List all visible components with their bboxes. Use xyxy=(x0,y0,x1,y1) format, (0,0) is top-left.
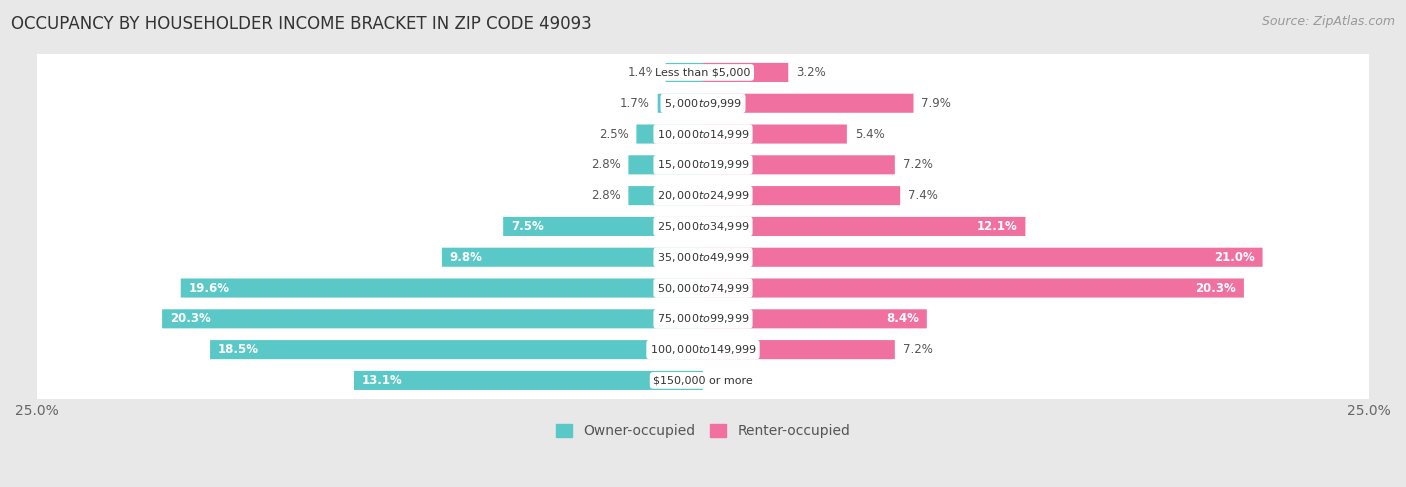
Text: 19.6%: 19.6% xyxy=(188,281,229,295)
Text: $5,000 to $9,999: $5,000 to $9,999 xyxy=(664,97,742,110)
FancyBboxPatch shape xyxy=(703,63,789,82)
FancyBboxPatch shape xyxy=(30,239,1376,276)
Text: $150,000 or more: $150,000 or more xyxy=(654,375,752,385)
FancyBboxPatch shape xyxy=(30,54,1376,91)
Text: 7.2%: 7.2% xyxy=(903,343,932,356)
FancyBboxPatch shape xyxy=(637,125,703,144)
FancyBboxPatch shape xyxy=(209,340,703,359)
FancyBboxPatch shape xyxy=(658,94,703,113)
Text: 2.5%: 2.5% xyxy=(599,128,628,141)
Text: 13.1%: 13.1% xyxy=(361,374,402,387)
Text: $10,000 to $14,999: $10,000 to $14,999 xyxy=(657,128,749,141)
FancyBboxPatch shape xyxy=(703,279,1244,298)
Text: 1.4%: 1.4% xyxy=(628,66,658,79)
Text: $75,000 to $99,999: $75,000 to $99,999 xyxy=(657,312,749,325)
Text: 7.4%: 7.4% xyxy=(908,189,938,202)
Text: Source: ZipAtlas.com: Source: ZipAtlas.com xyxy=(1261,15,1395,28)
FancyBboxPatch shape xyxy=(181,279,703,298)
FancyBboxPatch shape xyxy=(30,177,1376,214)
Text: $25,000 to $34,999: $25,000 to $34,999 xyxy=(657,220,749,233)
Legend: Owner-occupied, Renter-occupied: Owner-occupied, Renter-occupied xyxy=(550,419,856,444)
FancyBboxPatch shape xyxy=(441,248,703,267)
FancyBboxPatch shape xyxy=(30,269,1376,307)
Text: $20,000 to $24,999: $20,000 to $24,999 xyxy=(657,189,749,202)
Text: 7.2%: 7.2% xyxy=(903,158,932,171)
Text: 3.2%: 3.2% xyxy=(796,66,825,79)
Text: 2.8%: 2.8% xyxy=(591,189,620,202)
Text: 5.4%: 5.4% xyxy=(855,128,884,141)
FancyBboxPatch shape xyxy=(30,331,1376,368)
FancyBboxPatch shape xyxy=(703,309,927,328)
FancyBboxPatch shape xyxy=(628,155,703,174)
FancyBboxPatch shape xyxy=(30,115,1376,153)
Text: 8.4%: 8.4% xyxy=(886,312,920,325)
Text: 21.0%: 21.0% xyxy=(1213,251,1254,264)
Text: 7.9%: 7.9% xyxy=(921,97,952,110)
FancyBboxPatch shape xyxy=(354,371,703,390)
FancyBboxPatch shape xyxy=(703,248,1263,267)
Text: 18.5%: 18.5% xyxy=(218,343,259,356)
Text: 9.8%: 9.8% xyxy=(450,251,482,264)
FancyBboxPatch shape xyxy=(703,217,1025,236)
FancyBboxPatch shape xyxy=(703,186,900,205)
Text: 2.8%: 2.8% xyxy=(591,158,620,171)
Text: 7.5%: 7.5% xyxy=(512,220,544,233)
FancyBboxPatch shape xyxy=(703,155,894,174)
FancyBboxPatch shape xyxy=(30,146,1376,184)
FancyBboxPatch shape xyxy=(703,125,846,144)
Text: 1.7%: 1.7% xyxy=(620,97,650,110)
FancyBboxPatch shape xyxy=(30,207,1376,245)
Text: 12.1%: 12.1% xyxy=(977,220,1018,233)
FancyBboxPatch shape xyxy=(703,340,894,359)
Text: $15,000 to $19,999: $15,000 to $19,999 xyxy=(657,158,749,171)
FancyBboxPatch shape xyxy=(30,362,1376,399)
Text: $100,000 to $149,999: $100,000 to $149,999 xyxy=(650,343,756,356)
FancyBboxPatch shape xyxy=(628,186,703,205)
Text: 20.3%: 20.3% xyxy=(1195,281,1236,295)
FancyBboxPatch shape xyxy=(503,217,703,236)
Text: 20.3%: 20.3% xyxy=(170,312,211,325)
Text: $50,000 to $74,999: $50,000 to $74,999 xyxy=(657,281,749,295)
FancyBboxPatch shape xyxy=(665,63,703,82)
FancyBboxPatch shape xyxy=(30,300,1376,337)
FancyBboxPatch shape xyxy=(162,309,703,328)
Text: Less than $5,000: Less than $5,000 xyxy=(655,67,751,77)
FancyBboxPatch shape xyxy=(703,94,914,113)
FancyBboxPatch shape xyxy=(30,84,1376,122)
Text: OCCUPANCY BY HOUSEHOLDER INCOME BRACKET IN ZIP CODE 49093: OCCUPANCY BY HOUSEHOLDER INCOME BRACKET … xyxy=(11,15,592,33)
Text: 0.0%: 0.0% xyxy=(711,374,741,387)
Text: $35,000 to $49,999: $35,000 to $49,999 xyxy=(657,251,749,264)
